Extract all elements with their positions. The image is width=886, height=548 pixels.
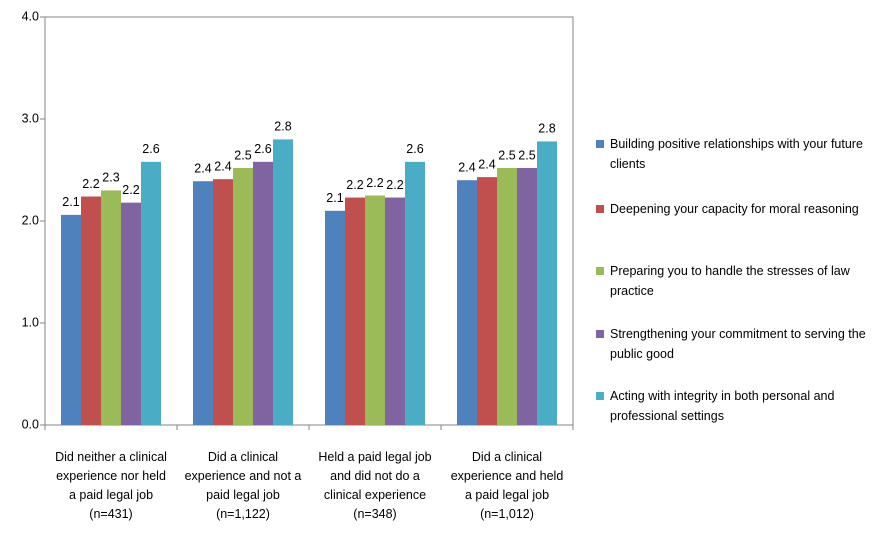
x-tick-label: Did neither a clinical experience nor hel…	[45, 448, 177, 524]
bar	[325, 210, 345, 425]
x-tick-label-line: experience nor held	[56, 469, 166, 483]
bar	[141, 161, 161, 425]
bar	[61, 214, 81, 425]
x-tick-label-line: a paid legal job	[68, 488, 154, 502]
data-label: 2.3	[102, 171, 119, 185]
x-tick-label-line: (n=348)	[353, 507, 397, 521]
bar	[385, 197, 405, 425]
x-tick-label-line: (n=431)	[89, 507, 133, 521]
x-tick-label-line: paid legal job	[206, 488, 280, 502]
data-label: 2.4	[458, 160, 475, 174]
x-tick-label-line: Did a clinical	[207, 450, 279, 464]
x-tick-label-line: Held a paid legal job	[318, 450, 432, 464]
x-tick-label-line: and did not do a	[330, 469, 420, 483]
y-tick-label: 2.0	[22, 213, 39, 227]
data-label: 2.2	[122, 183, 139, 197]
y-tick-label: 1.0	[22, 315, 39, 329]
bar	[517, 167, 537, 425]
x-tick-label-line: Did a clinical	[471, 450, 543, 464]
bar	[405, 161, 425, 425]
y-tick-label: 0.0	[22, 417, 39, 431]
x-tick-label-line: a paid legal job	[464, 488, 550, 502]
bar	[273, 139, 293, 425]
x-tick-label: Did a clinical experience and held a paid …	[441, 448, 573, 524]
data-label: 2.4	[478, 157, 495, 171]
data-label: 2.6	[406, 142, 423, 156]
data-label: 2.6	[142, 142, 159, 156]
x-tick-label: Held a paid legal job and did not do a cli…	[309, 448, 441, 524]
data-label: 2.2	[386, 178, 403, 192]
data-label: 2.8	[274, 120, 291, 134]
legend-label: Preparing you to handle the stresses of …	[610, 264, 850, 298]
bar	[345, 197, 365, 425]
legend-swatch	[596, 205, 604, 213]
data-label: 2.8	[538, 122, 555, 136]
bar	[81, 196, 101, 425]
x-tick-label: Did a clinical experience and not a paid l…	[177, 448, 309, 524]
bar	[497, 167, 517, 425]
bar	[457, 180, 477, 425]
data-label: 2.4	[214, 159, 231, 173]
y-tick-label: 4.0	[22, 9, 39, 23]
data-label: 2.1	[326, 191, 343, 205]
data-label: 2.5	[498, 148, 515, 162]
legend-label: Deepening your capacity for moral reason…	[610, 202, 859, 216]
data-label: 2.5	[234, 148, 251, 162]
legend-swatch	[596, 267, 604, 275]
data-label: 2.1	[62, 195, 79, 209]
data-label: 2.2	[346, 178, 363, 192]
bar	[477, 177, 497, 425]
x-tick-label-line: Did neither a clinical	[55, 450, 167, 464]
legend-swatch	[596, 330, 604, 338]
y-tick-label: 3.0	[22, 111, 39, 125]
data-label: 2.4	[194, 162, 211, 176]
bar	[253, 161, 273, 425]
data-label: 2.2	[366, 176, 383, 190]
x-tick-label-line: clinical experience	[323, 488, 427, 502]
legend-swatch	[596, 392, 604, 400]
bar	[233, 167, 253, 425]
bar	[365, 195, 385, 425]
legend-swatch	[596, 140, 604, 148]
x-tick-label-line: (n=1,122)	[216, 507, 270, 521]
bar	[101, 190, 121, 425]
data-label: 2.5	[518, 148, 535, 162]
bar	[193, 181, 213, 425]
bar	[537, 141, 557, 425]
legend-label: Acting with integrity in both personal a…	[610, 389, 835, 423]
data-label: 2.2	[82, 177, 99, 191]
x-tick-label-line: experience and held	[450, 469, 564, 483]
legend-label: Strengthening your commitment to serving…	[610, 327, 866, 361]
x-tick-label-line: (n=1,012)	[480, 507, 534, 521]
x-tick-label-line: experience and not a	[184, 469, 302, 483]
bar	[121, 202, 141, 425]
bar	[213, 179, 233, 425]
legend-label: Building positive relationships with you…	[610, 137, 863, 171]
data-label: 2.6	[254, 142, 271, 156]
